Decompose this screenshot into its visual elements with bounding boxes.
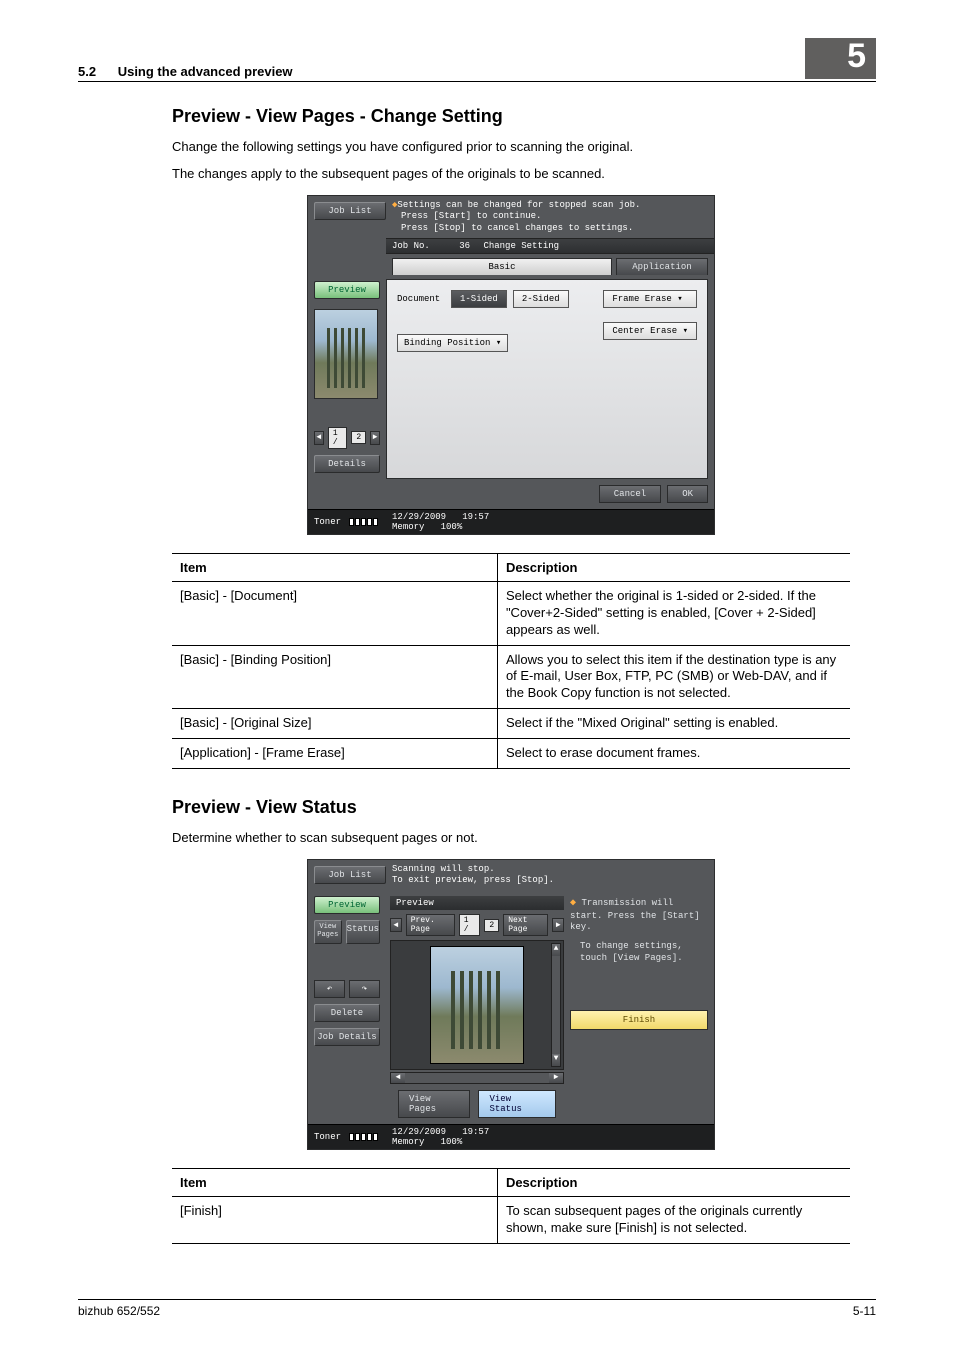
tab-application[interactable]: Application: [616, 258, 708, 275]
toner-label: Toner: [314, 1132, 341, 1142]
left-column: Preview View Pages Status ↶ ↷ Delete Job…: [308, 890, 386, 1124]
main-content: Preview - View Pages - Change Setting Ch…: [172, 106, 850, 1244]
status-bar: Toner 12/29/2009 19:57 Memory 100%: [308, 509, 714, 534]
prev-arrow-icon[interactable]: ◄: [390, 918, 402, 932]
table-row: [Basic] - [Original Size] Select if the …: [172, 709, 850, 739]
pager: ◄ 1 / 2 ►: [314, 427, 380, 449]
chapter-badge: 5: [805, 38, 876, 79]
toner-label: Toner: [314, 517, 341, 527]
one-sided-option[interactable]: 1-Sided: [451, 290, 507, 308]
center-erase-button[interactable]: Center Erase ▾: [603, 322, 697, 340]
dropdown-icon: ▾: [683, 326, 688, 336]
bottom-tabs: View Pages View Status: [390, 1084, 564, 1124]
status-message: ◆Settings can be changed for stopped sca…: [386, 196, 714, 238]
heading-view-status: Preview - View Status: [172, 797, 850, 818]
table-header-item: Item: [172, 553, 497, 581]
para-view-status: Determine whether to scan subsequent pag…: [172, 830, 850, 847]
table-change-setting: Item Description [Basic] - [Document] Se…: [172, 553, 850, 769]
page-thumbnail: [314, 309, 378, 399]
tab-basic[interactable]: Basic: [392, 258, 612, 275]
job-list-button[interactable]: Job List: [314, 866, 386, 884]
settings-panel: Document 1-Sided 2-Sided Binding Positio…: [386, 279, 708, 479]
table-header-desc: Description: [497, 553, 850, 581]
mfp-screenshot-change-setting: Job List ◆Settings can be changed for st…: [307, 195, 715, 535]
table-row: [Basic] - [Binding Position] Allows you …: [172, 645, 850, 709]
next-page-icon[interactable]: ►: [370, 431, 380, 445]
preview-nav: ◄ Prev. Page 1 / 2 Next Page ►: [390, 910, 564, 940]
view-status-tab[interactable]: View Status: [478, 1090, 556, 1118]
two-sided-option[interactable]: 2-Sided: [513, 290, 569, 308]
status-message: Scanning will stop. To exit preview, pre…: [386, 860, 714, 891]
product-name: bizhub 652/552: [78, 1304, 160, 1318]
table-header-desc: Description: [497, 1169, 850, 1197]
page-footer: bizhub 652/552 5-11: [78, 1299, 876, 1318]
dialog-buttons: Cancel OK: [386, 479, 714, 509]
left-column: Preview ◄ 1 / 2 ► Details: [308, 275, 386, 479]
toner-gauge-icon: [349, 1133, 378, 1141]
erase-options: Frame Erase ▾ Center Erase ▾: [603, 290, 697, 340]
rotate-left-icon[interactable]: ↶: [314, 980, 345, 998]
page-number: 5-11: [853, 1304, 876, 1318]
rotate-right-icon[interactable]: ↷: [349, 980, 380, 998]
page-viewer: ▲ ▼: [390, 940, 564, 1070]
page-image: [430, 946, 524, 1064]
page-header: 5.2 Using the advanced preview 5: [78, 38, 876, 82]
view-pages-side-button[interactable]: View Pages: [314, 920, 342, 943]
info-panel: ◆ Transmission will start. Press the [St…: [564, 890, 714, 1124]
prev-page-label[interactable]: Prev. Page: [406, 914, 455, 936]
page-current: 1 /: [459, 914, 481, 936]
scroll-left-icon[interactable]: ◄: [391, 1073, 405, 1083]
dropdown-icon: ▾: [677, 294, 682, 304]
table-row: [Application] - [Frame Erase] Select to …: [172, 739, 850, 769]
status-bar: Toner 12/29/2009 19:57 Memory 100%: [308, 1124, 714, 1149]
view-pages-tab[interactable]: View Pages: [398, 1090, 470, 1118]
scroll-down-icon[interactable]: ▼: [552, 1054, 560, 1066]
preview-toggle[interactable]: Preview: [314, 896, 380, 914]
top-row: Job List ◆Settings can be changed for st…: [308, 196, 714, 238]
job-number-bar: Job No. 36 Change Setting: [386, 238, 714, 254]
rotate-buttons: ↶ ↷: [314, 980, 380, 998]
heading-change-setting: Preview - View Pages - Change Setting: [172, 106, 850, 127]
running-head: 5.2 Using the advanced preview: [78, 64, 293, 79]
delete-button[interactable]: Delete: [314, 1004, 380, 1022]
page-total: 2: [484, 919, 499, 932]
section-number: 5.2: [78, 64, 96, 79]
tab-bar: Basic Application: [386, 254, 714, 275]
table-row: [Basic] - [Document] Select whether the …: [172, 581, 850, 645]
table-row: [Finish] To scan subsequent pages of the…: [172, 1197, 850, 1244]
horizontal-scrollbar[interactable]: ◄ ►: [390, 1072, 564, 1084]
section-title: Using the advanced preview: [118, 64, 293, 79]
page-current: 1 /: [328, 427, 347, 449]
job-details-button[interactable]: Job Details: [314, 1028, 380, 1046]
vertical-scrollbar[interactable]: ▲ ▼: [551, 943, 561, 1067]
scroll-up-icon[interactable]: ▲: [552, 944, 560, 956]
scroll-right-icon[interactable]: ►: [549, 1073, 563, 1083]
para-change-2: The changes apply to the subsequent page…: [172, 166, 850, 183]
prev-page-icon[interactable]: ◄: [314, 431, 324, 445]
details-button[interactable]: Details: [314, 455, 380, 473]
finish-button[interactable]: Finish: [570, 1010, 708, 1030]
next-page-label[interactable]: Next Page: [503, 914, 548, 936]
preview-area: Preview ◄ Prev. Page 1 / 2 Next Page ► ▲…: [390, 896, 564, 1124]
preview-label: Preview: [390, 896, 564, 910]
page-total: 2: [351, 431, 366, 444]
frame-erase-button[interactable]: Frame Erase ▾: [603, 290, 697, 308]
binding-position-button[interactable]: Binding Position ▾: [397, 334, 508, 352]
status-side-button[interactable]: Status: [346, 920, 380, 943]
ok-button[interactable]: OK: [667, 485, 708, 503]
toner-gauge-icon: [349, 518, 378, 526]
cancel-button[interactable]: Cancel: [599, 485, 661, 503]
job-list-button[interactable]: Job List: [314, 202, 386, 220]
table-header-item: Item: [172, 1169, 497, 1197]
table-view-status: Item Description [Finish] To scan subseq…: [172, 1168, 850, 1244]
preview-toggle[interactable]: Preview: [314, 281, 380, 299]
mfp-screenshot-view-status: Job List Scanning will stop. To exit pre…: [307, 859, 715, 1151]
bullet-icon: ◆: [570, 898, 576, 909]
next-arrow-icon[interactable]: ►: [552, 918, 564, 932]
document-label: Document: [397, 294, 445, 304]
para-change-1: Change the following settings you have c…: [172, 139, 850, 156]
dropdown-icon: ▾: [496, 338, 501, 348]
